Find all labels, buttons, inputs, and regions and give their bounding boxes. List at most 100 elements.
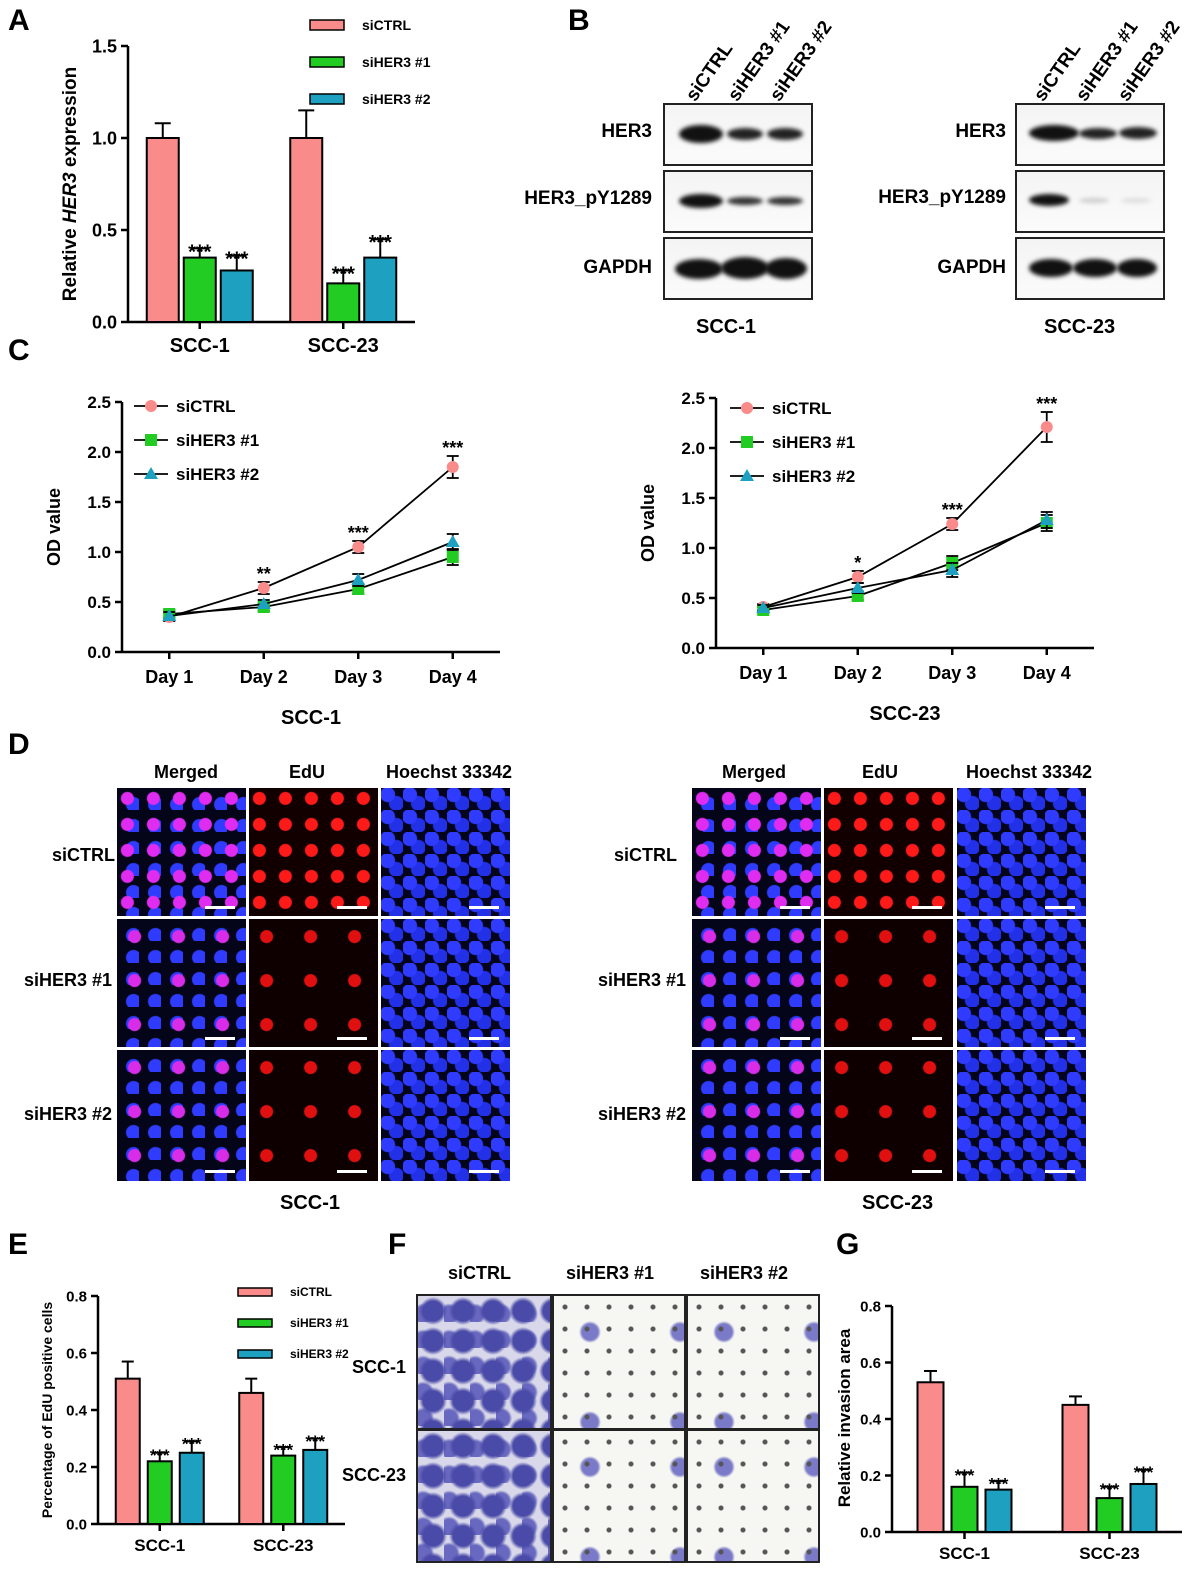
blot1-her3-py1289 [663, 170, 813, 233]
y-tick-label: 1.0 [87, 543, 111, 562]
edu2-col-label: EdU [862, 762, 898, 782]
edu2-col-label: Merged [722, 762, 787, 782]
data-point [162, 609, 177, 621]
legend-label: siCTRL [176, 397, 236, 416]
legend-swatch [237, 1349, 273, 1359]
x-tick-label: Day 3 [334, 667, 382, 687]
y-tick-label: 0.6 [66, 1345, 87, 1362]
y-tick-label: 0.5 [681, 589, 705, 608]
legend-marker [144, 467, 158, 479]
blot2-row-label: HER3 [955, 121, 1006, 142]
y-tick-label: 1.5 [87, 493, 111, 512]
data-point [445, 535, 460, 547]
legend-swatch [237, 1287, 273, 1297]
y-tick-label: 0.2 [66, 1459, 87, 1476]
y-tick-label: 1.5 [92, 36, 117, 56]
blot1-row-label: HER3 [601, 121, 652, 142]
chart-subtitle: SCC-1 [281, 707, 341, 729]
data-point [850, 581, 865, 593]
x-tick-label: Day 1 [739, 663, 787, 683]
x-tick-label: SCC-23 [1079, 1544, 1139, 1563]
y-axis-label: OD value [44, 488, 64, 566]
bar [302, 1448, 329, 1525]
x-tick-label: Day 4 [1023, 663, 1071, 683]
legend-label: siHER3 #1 [290, 1316, 349, 1330]
legend-swatch [237, 1318, 273, 1328]
edu1-merged-si2-image [117, 1050, 246, 1181]
series-line [169, 556, 454, 615]
legend-marker [740, 469, 754, 481]
edu2-edu-ctrl-image [824, 788, 953, 916]
data-point [946, 518, 959, 530]
edu2-hoechst-si2-image [957, 1050, 1086, 1181]
y-tick-label: 2.5 [681, 389, 705, 408]
bar [984, 1488, 1013, 1533]
significance-mark: *** [305, 1432, 325, 1451]
edu1-merged-si1-image [117, 919, 246, 1047]
chart-c-left-line: 0.0 0.5 1.0 1.5 2.0 2.5 Day 1 Day 2 Day 3 Day 4 OD… [44, 393, 500, 729]
data-point [446, 551, 459, 563]
bar [182, 256, 217, 324]
invasion-scc1-si2-image [686, 1294, 820, 1430]
legend-label: siHER3 #1 [772, 433, 855, 452]
significance-mark: *** [955, 1466, 975, 1485]
edu2-hoechst-ctrl-image [957, 788, 1086, 916]
bar [145, 137, 180, 323]
edu2-col-label: Hoechst 33342 [966, 762, 1093, 782]
x-tick-label: Day 2 [834, 663, 882, 683]
blot2-row-label: HER3_pY1289 [878, 187, 1006, 208]
significance-mark: *** [182, 1435, 202, 1454]
significance-mark: *** [348, 523, 369, 543]
data-point [756, 601, 771, 613]
significance-mark: *** [1036, 394, 1057, 414]
y-tick-label: 2.0 [87, 443, 111, 462]
data-point [351, 573, 366, 585]
data-point [1040, 421, 1053, 433]
data-point [945, 563, 960, 575]
invasion-col-label: siHER3 #1 [566, 1263, 655, 1283]
series-line [169, 541, 454, 617]
legend-swatch [309, 93, 345, 105]
significance-mark: *** [188, 241, 212, 263]
edu1-hoechst-si1-image [381, 919, 510, 1047]
significance-mark: ** [257, 564, 271, 584]
y-tick-label: 1.5 [681, 489, 705, 508]
blot2-cell-label: SCC-23 [1044, 316, 1116, 338]
legend-swatch [309, 19, 345, 31]
edu2-edu-si1-image [824, 919, 953, 1047]
invasion-row-label: SCC-1 [352, 1357, 407, 1377]
significance-mark: *** [273, 1440, 293, 1459]
edu1-col-label: Hoechst 33342 [386, 762, 513, 782]
invasion-scc1-si1-image [552, 1294, 686, 1430]
legend-label: siHER3 #2 [772, 467, 855, 486]
y-tick-label: 1.0 [92, 128, 117, 148]
blot2-her3 [1015, 103, 1165, 166]
blot2-gapdh [1015, 237, 1165, 300]
panel-letter-a: A [8, 4, 30, 37]
data-point [851, 571, 864, 583]
data-point [256, 597, 271, 609]
edu1-merged-ctrl-image [117, 788, 246, 916]
series-line [763, 522, 1048, 611]
data-point [257, 582, 270, 594]
edu2-row-label: siHER3 #2 [598, 1104, 687, 1124]
edu1-cell-label: SCC-1 [280, 1192, 341, 1214]
chart-e-bar: 0.0 0.2 0.4 0.6 0.8 SCC-1 *** *** SCC-23 *** *** si… [39, 1285, 349, 1555]
legend-marker [741, 402, 753, 414]
bar [289, 137, 324, 323]
chart-subtitle: SCC-23 [869, 703, 940, 725]
x-tick-label: Day 2 [240, 667, 288, 687]
y-tick-label: 2.5 [87, 393, 111, 412]
edu1-hoechst-si2-image [381, 1050, 510, 1181]
panel-letter-e: E [8, 1228, 29, 1261]
bar [1061, 1403, 1090, 1533]
blot1-row-label: GAPDH [583, 257, 652, 278]
invasion-row-label: SCC-23 [342, 1465, 407, 1485]
y-tick-label: 1.0 [681, 539, 705, 558]
bar [326, 282, 361, 323]
chart-a-bar: 0.0 0.5 1.0 1.5 SCC-1 *** *** SCC-23 *** *** siCTR… [60, 17, 431, 357]
significance-mark: *** [225, 249, 249, 271]
series-line [763, 519, 1048, 609]
y-tick-label: 0.8 [66, 1288, 87, 1305]
significance-mark: *** [332, 263, 356, 285]
